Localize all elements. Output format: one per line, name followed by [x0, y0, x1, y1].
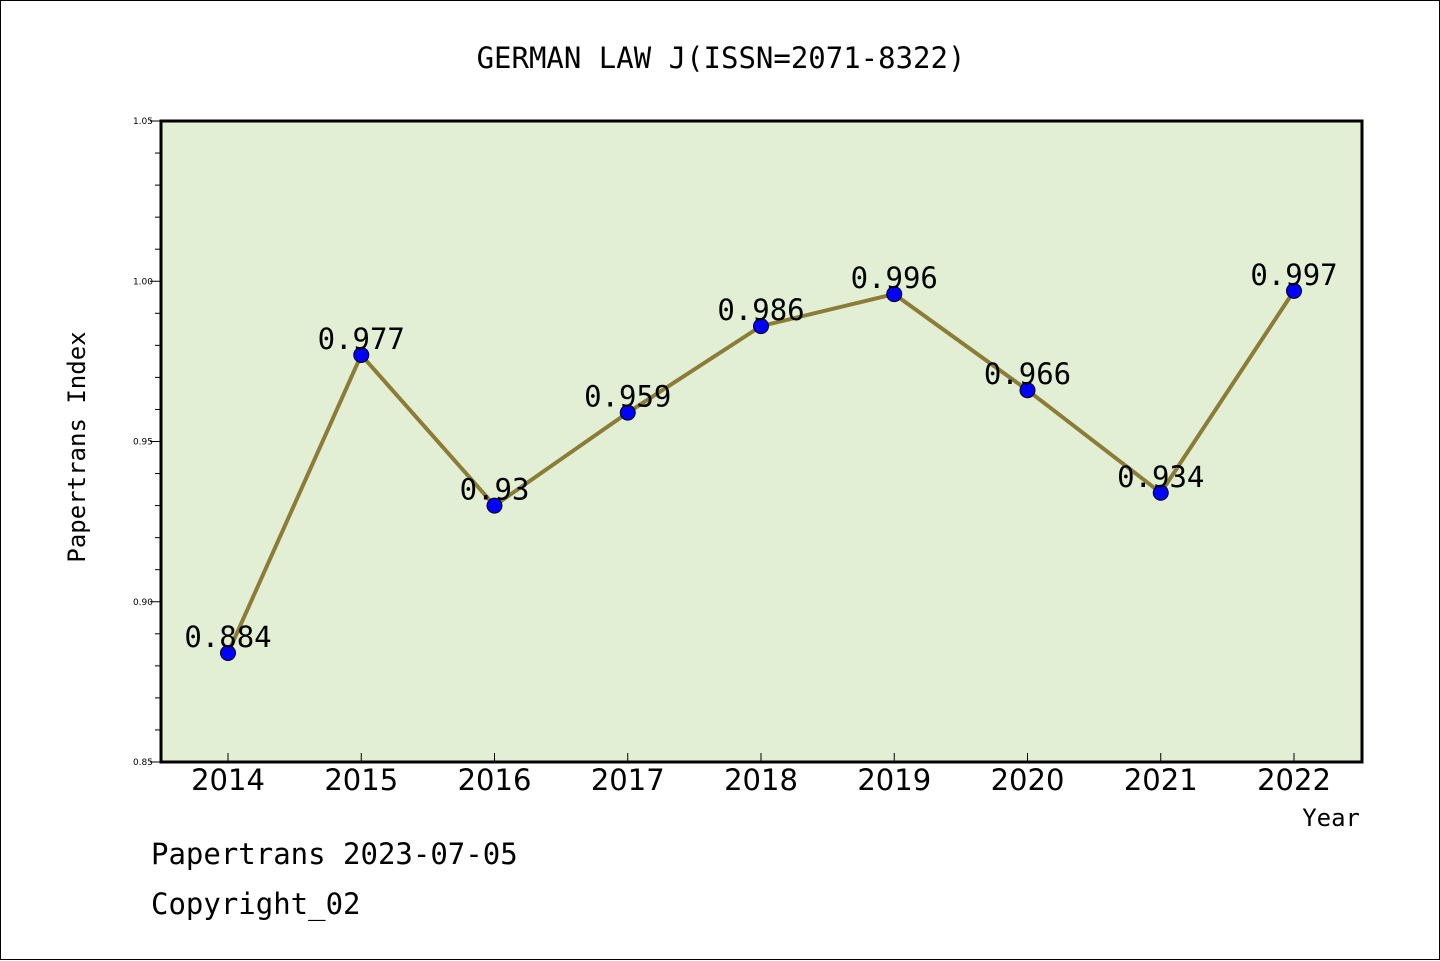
data-point	[486, 497, 503, 514]
data-label: 0.93	[460, 473, 530, 507]
data-point	[619, 404, 636, 421]
y-tick-label: 0.90	[133, 598, 153, 608]
x-axis-label: Year	[1302, 804, 1360, 832]
data-label: 0.997	[1250, 258, 1337, 292]
y-axis-label: Papertrans Index	[63, 331, 91, 562]
data-label: 0.996	[851, 261, 938, 295]
data-label: 0.884	[184, 620, 271, 654]
data-label: 0.966	[984, 357, 1071, 391]
series-layer: 0.884 0.977 0.93 0.959 0.986 0.996 0.966 0.934 0…	[184, 258, 1338, 662]
y-axis: 0.85 0.90 0.95 1.00 1.05	[133, 117, 161, 768]
data-point	[220, 645, 236, 662]
x-tick-label: 2014	[191, 763, 265, 797]
x-tick-label: 2021	[1124, 763, 1198, 797]
y-tick-label: 1.00	[133, 277, 153, 287]
y-tick-label: 0.85	[133, 758, 153, 768]
data-point	[353, 346, 370, 363]
x-tick-label: 2016	[458, 763, 532, 797]
y-tick-label: 1.05	[133, 117, 153, 127]
data-label: 0.977	[318, 322, 405, 356]
footer-date-text: Papertrans 2023-07-05	[151, 837, 518, 871]
x-tick-label: 2022	[1257, 763, 1331, 797]
data-point	[1286, 282, 1302, 299]
data-label: 0.934	[1117, 460, 1204, 494]
data-point	[886, 286, 903, 303]
x-tick-label: 2020	[991, 763, 1065, 797]
x-tick-label: 2015	[324, 763, 398, 797]
chart-title: GERMAN LAW J(ISSN=2071-8322)	[477, 41, 966, 75]
data-label: 0.959	[584, 380, 671, 414]
data-label: 0.986	[717, 293, 804, 327]
y-tick-label: 0.95	[133, 438, 153, 448]
footer-copyright-text: Copyright_02	[151, 887, 361, 921]
data-point	[1152, 484, 1169, 501]
plot-area	[159, 119, 1364, 764]
x-tick-label: 2018	[724, 763, 798, 797]
data-point	[753, 318, 769, 335]
x-tick-label: 2019	[857, 763, 931, 797]
data-point	[1019, 382, 1036, 399]
x-axis: 2014 2015 2016 2017 2018 2019 2020 2021 2022	[191, 753, 1331, 797]
x-tick-label: 2017	[591, 763, 665, 797]
